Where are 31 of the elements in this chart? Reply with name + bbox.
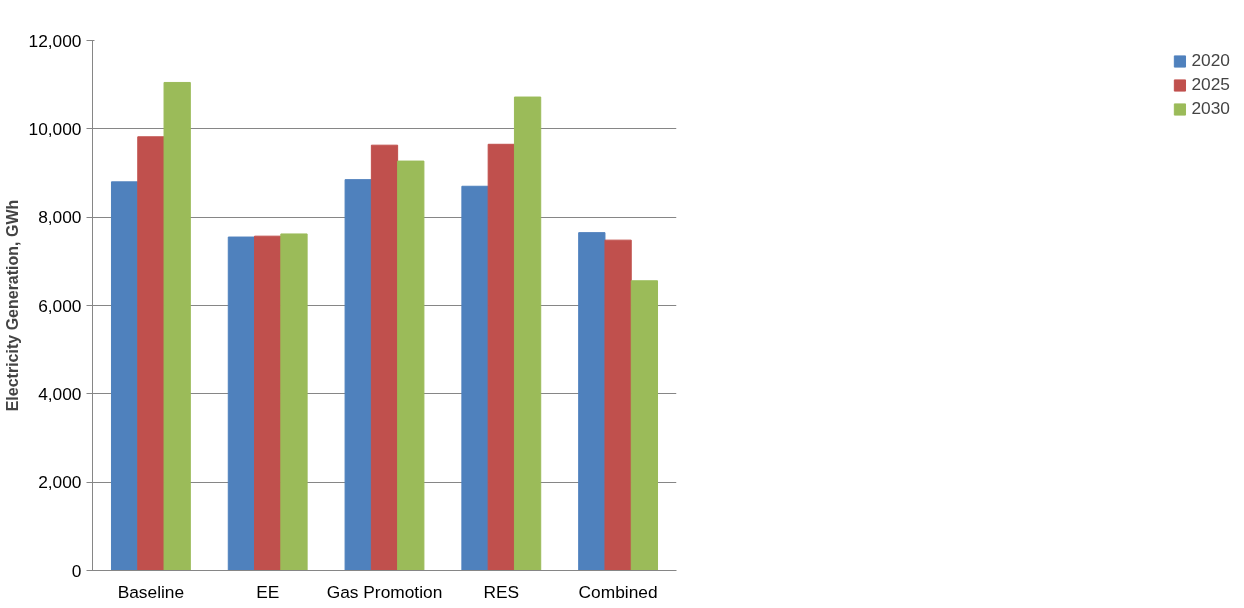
x-tick-label: EE [256, 581, 280, 602]
bar [578, 232, 606, 571]
bar [461, 185, 489, 571]
bar [370, 144, 399, 571]
legend-label: 2030 [1191, 98, 1230, 119]
bar [254, 235, 282, 571]
bar [163, 81, 191, 571]
x-tick-label: Gas Promotion [326, 581, 443, 602]
bar [487, 143, 515, 571]
bar [397, 160, 425, 571]
bar [513, 96, 542, 571]
bar [280, 233, 308, 571]
y-tick-label: 6,000 [38, 295, 82, 316]
x-tick-label: Baseline [117, 581, 185, 602]
y-tick-label: 12,000 [28, 30, 82, 51]
y-tick-label: 4,000 [38, 383, 82, 404]
y-tick-label: 2,000 [38, 472, 82, 493]
bar [137, 136, 165, 571]
y-axis-title: Electricity Generation, GWh [3, 199, 21, 412]
bar [110, 181, 139, 571]
y-tick-label: 8,000 [38, 207, 82, 228]
legend-label: 2020 [1191, 50, 1230, 71]
legend-label: 2025 [1191, 74, 1230, 95]
bar [630, 280, 659, 571]
y-tick-label: 0 [71, 560, 82, 581]
bar [344, 179, 372, 571]
y-tick-label: 10,000 [28, 118, 82, 139]
bar [227, 236, 256, 571]
bar [604, 239, 632, 571]
x-tick-label: RES [483, 581, 520, 602]
x-tick-label: Combined [578, 581, 658, 602]
